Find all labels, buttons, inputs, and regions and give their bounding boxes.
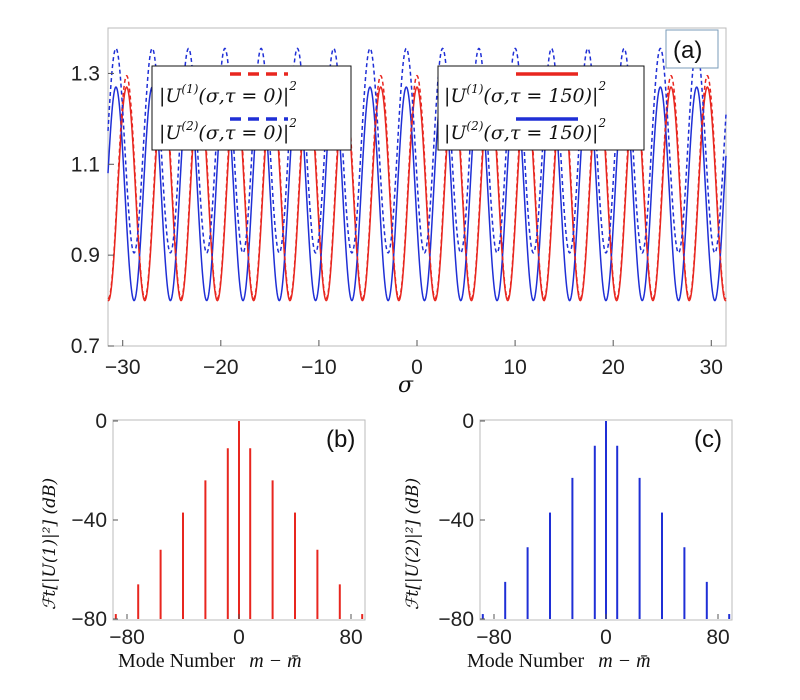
xtick-label: 20	[602, 356, 625, 379]
panel-a-label-box	[665, 29, 719, 69]
ytick-label: 1.3	[71, 62, 100, 85]
panel-b-yticks: 0 −40 −80	[71, 410, 118, 631]
series-line-2	[107, 47, 727, 254]
panel-c-xlabel: Mode Number m − m̄	[467, 650, 651, 672]
panel-a-label: (a)	[673, 37, 702, 64]
legend-left-1-sup: (1)	[181, 82, 198, 96]
panel-a-xlabel: σ	[398, 373, 414, 398]
xtick-label: 10	[503, 356, 526, 379]
legend-left-1-b: (σ,τ = 0)|	[198, 85, 289, 107]
legend-left-box	[151, 65, 352, 151]
legend-left-1-sq: 2	[288, 79, 297, 93]
ytick-label: 1.1	[71, 153, 100, 176]
legend-left: |U(1)(σ,τ = 0)|2 |U(2)(σ,τ = 0)|2	[151, 65, 352, 151]
panel-c-xticks: −80 0 80	[476, 614, 730, 649]
panel-b: 0 −40 −80 −80 0 80 (b) ℱt[|U(1)|²] (dB) Mode…	[40, 410, 366, 672]
xtick-label: −20	[203, 356, 239, 379]
series-line-1	[107, 74, 727, 300]
ytick-label: 0.9	[71, 244, 100, 267]
legend-left-2-sq: 2	[288, 116, 297, 130]
legend-right-1-sq: 2	[597, 79, 606, 93]
xtick-label: −10	[301, 356, 337, 379]
panel-b-ylabel: ℱt[|U(1)|²] (dB)	[40, 478, 60, 610]
panel-a-yticks: 0.7 0.9 1.1 1.3	[71, 62, 114, 358]
legend-right-1-sup: (1)	[466, 82, 483, 96]
legend-right-2-a: |U	[444, 122, 467, 144]
xtick-label: 80	[339, 626, 362, 649]
xtick-label: −80	[476, 626, 512, 649]
panel-c-xlabel-var: m − m̄	[598, 650, 650, 672]
legend-right-entry-1: |U(1)(σ,τ = 150)|2	[444, 79, 606, 107]
legend-right-2-b: (σ,τ = 150)|	[483, 122, 598, 144]
legend-right-1-b: (σ,τ = 150)|	[483, 85, 598, 107]
xtick-label: 30	[700, 356, 723, 379]
panel-c-label: (c)	[694, 426, 722, 453]
xtick-label: 0	[411, 356, 423, 379]
panel-b-label: (b)	[326, 426, 355, 453]
legend-right: |U(1)(σ,τ = 150)|2 |U(2)(σ,τ = 150)|2	[437, 65, 645, 151]
xtick-label: −30	[105, 356, 141, 379]
panel-c-yticks: 0 −40 −80	[438, 410, 485, 631]
ytick-label: −40	[438, 509, 474, 532]
legend-left-2-b: (σ,τ = 0)|	[198, 122, 289, 144]
ytick-label: 0	[462, 410, 474, 433]
panel-b-bars	[114, 421, 364, 619]
panel-b-xlabel-var: m − m̄	[249, 650, 301, 672]
ytick-label: −80	[438, 608, 474, 631]
panel-c-ylabel: ℱt[|U(2)|²] (dB)	[403, 478, 423, 610]
ytick-label: −40	[71, 509, 107, 532]
xtick-label: 0	[233, 626, 245, 649]
panel-b-xlabel: Mode Number m − m̄	[118, 650, 302, 672]
panel-a: 0.70.91.11.3 −30 −20 −10 0 10 20 30 σ |U(1)(σ,…	[71, 27, 727, 398]
legend-right-2-sq: 2	[597, 116, 606, 130]
panel-b-xticks: −80 0 80	[109, 614, 363, 649]
panel-a-xticks: −30 −20 −10 0 10 20 30	[105, 340, 723, 379]
panel-b-xlabel-text: Mode Number	[118, 650, 236, 672]
ytick-label: 0	[95, 410, 107, 433]
legend-left-2-a: |U	[159, 122, 182, 144]
legend-right-entry-2: |U(2)(σ,τ = 150)|2	[444, 116, 606, 144]
legend-right-box	[437, 65, 645, 151]
legend-left-entry-1: |U(1)(σ,τ = 0)|2	[159, 79, 297, 107]
legend-left-1-a: |U	[159, 85, 182, 107]
panel-c: 0 −40 −80 −80 0 80 (c) ℱt[|U(2)|²] (dB) Mode…	[403, 410, 733, 672]
legend-left-entry-2: |U(2)(σ,τ = 0)|2	[159, 116, 297, 144]
legend-right-2-sup: (2)	[466, 119, 483, 133]
xtick-label: −80	[109, 626, 145, 649]
panel-c-xlabel-text: Mode Number	[467, 650, 585, 672]
legend-right-1-a: |U	[444, 85, 467, 107]
panel-c-bars	[481, 421, 731, 619]
xtick-label: 80	[706, 626, 729, 649]
ytick-label: 0.7	[71, 335, 100, 358]
legend-left-2-sup: (2)	[181, 119, 198, 133]
ytick-label: −80	[71, 608, 107, 631]
xtick-label: 0	[600, 626, 612, 649]
